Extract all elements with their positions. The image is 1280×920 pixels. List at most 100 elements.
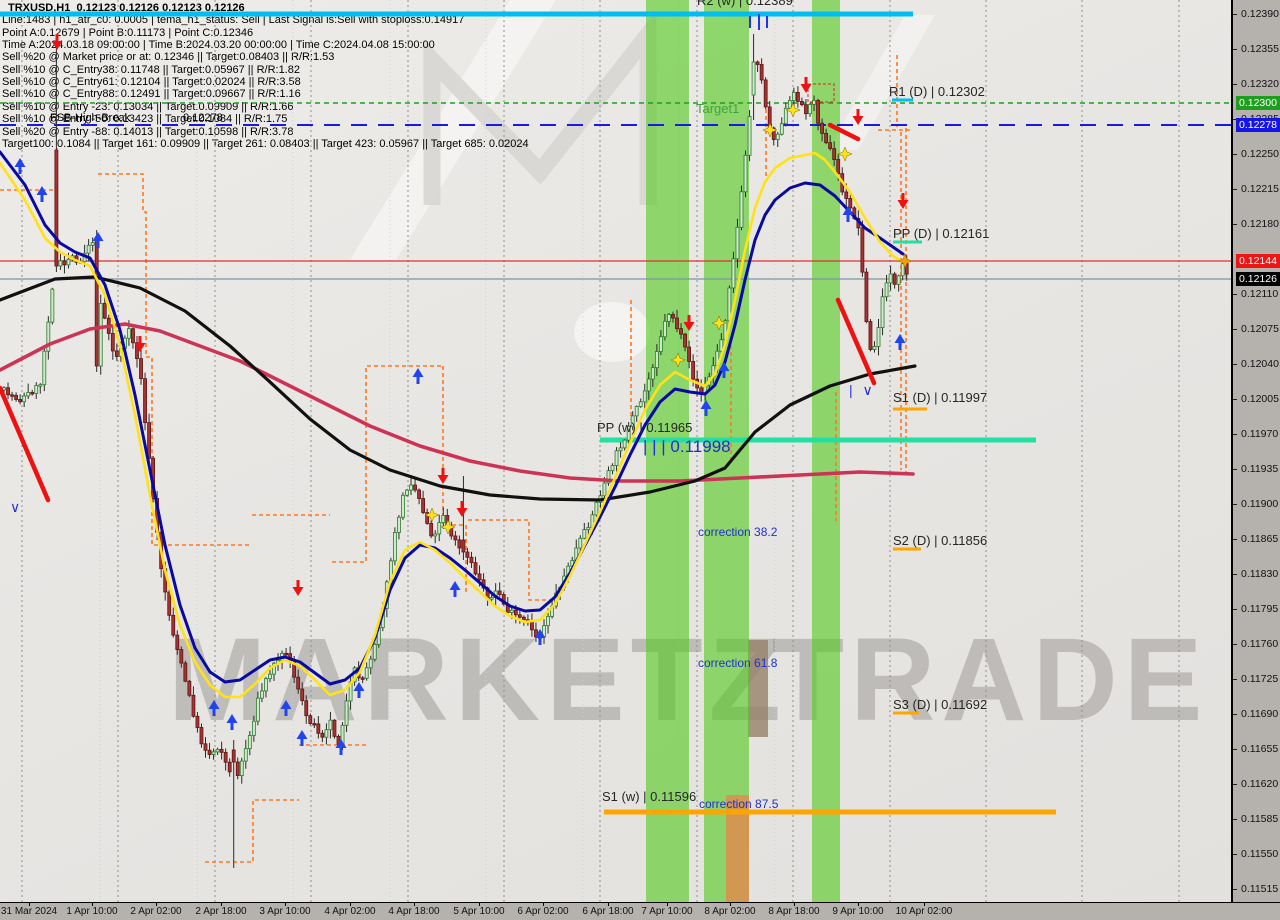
- highlight-bands: [646, 0, 840, 902]
- comment-line-10: Sell %20 @ Entry -88: 0.14013 || Target:…: [2, 125, 294, 138]
- time-axis-label: 8 Apr 18:00: [768, 906, 820, 917]
- price-axis-label: 0.12320: [1241, 78, 1279, 90]
- price-tick: [1233, 329, 1237, 330]
- time-axis[interactable]: 31 Mar 2024 1 Apr 10:00 2 Apr 02:00 2 Apr 1…: [0, 902, 1280, 920]
- price-badge-0.12278: 0.12278: [1236, 118, 1280, 132]
- stop-envelope-dashed: [0, 55, 912, 863]
- comment-line-2: Point A:0.12679 | Point B:0.11173 | Poin…: [2, 26, 254, 39]
- time-tick: [414, 903, 415, 906]
- time-tick: [29, 903, 30, 906]
- price-tick: [1233, 469, 1237, 470]
- price-axis-label: 0.12215: [1241, 183, 1279, 195]
- price-tick: [1233, 84, 1237, 85]
- price-tick: [1233, 189, 1237, 190]
- time-tick: [156, 903, 157, 906]
- time-tick: [608, 903, 609, 906]
- price-tick: [1233, 574, 1237, 575]
- comment-line-3: Time A:2024.03.18 09:00:00 | Time B:2024…: [2, 39, 435, 52]
- price-axis-label: 0.12040: [1241, 358, 1279, 370]
- ma-yellow: [0, 151, 907, 699]
- price-badge-0.12126: 0.12126: [1236, 272, 1280, 286]
- price-tick: [1233, 749, 1237, 750]
- time-tick: [285, 903, 286, 906]
- price-tick: [1233, 714, 1237, 715]
- price-tick: [1233, 784, 1237, 785]
- red-trend-segments: [0, 122, 877, 503]
- price-tick: [1233, 889, 1237, 890]
- price-badge-0.12144: 0.12144: [1236, 254, 1280, 268]
- grid-lines: [21, 0, 1180, 902]
- time-axis-label: 7 Apr 10:00: [641, 906, 693, 917]
- price-tick: [1233, 294, 1237, 295]
- price-axis-label: 0.11725: [1241, 673, 1279, 685]
- time-axis-label: 6 Apr 18:00: [582, 906, 634, 917]
- comment-line-4: Sell %20 @ Market price or at: 0.12346 |…: [2, 51, 335, 64]
- price-tick: [1233, 434, 1237, 435]
- time-tick: [858, 903, 859, 906]
- candlestick-plot[interactable]: [0, 0, 1232, 902]
- time-axis-label: 2 Apr 18:00: [195, 906, 247, 917]
- time-axis-label: 4 Apr 18:00: [388, 906, 440, 917]
- signal-markers: [14, 14, 913, 755]
- price-axis-label: 0.12250: [1241, 148, 1279, 160]
- price-axis-label: 0.11620: [1241, 778, 1279, 790]
- time-tick: [730, 903, 731, 906]
- price-tick: [1233, 399, 1237, 400]
- time-tick: [667, 903, 668, 906]
- time-axis-label: 4 Apr 02:00: [324, 906, 376, 917]
- horizontal-level-lines: [0, 11, 1232, 815]
- price-tick: [1233, 679, 1237, 680]
- time-axis-label: 3 Apr 10:00: [259, 906, 311, 917]
- comment-line-8: Sell %10 @ Entry -23: 0.13034 || Target:…: [2, 100, 294, 113]
- time-tick: [924, 903, 925, 906]
- price-axis-label: 0.11690: [1241, 708, 1279, 720]
- comment-line-5: Sell %10 @ C_Entry38: 0.11748 || Target:…: [2, 63, 300, 76]
- watermark-trade: TRADE: [772, 614, 1209, 746]
- price-tick: [1233, 819, 1237, 820]
- time-tick: [479, 903, 480, 906]
- moving-average-lines: [0, 150, 917, 699]
- tema-navy: [0, 150, 905, 686]
- time-axis-label: 6 Apr 02:00: [517, 906, 569, 917]
- price-axis-label: 0.12355: [1241, 43, 1279, 55]
- price-axis-label: 0.11515: [1241, 883, 1279, 895]
- price-tick: [1233, 364, 1237, 365]
- time-axis-label: 2 Apr 02:00: [130, 906, 182, 917]
- ma-crimson: [0, 322, 915, 483]
- candlestick-series: [2, 34, 909, 868]
- price-tick: [1233, 119, 1237, 120]
- comment-line-11: Target100: 0.1084 || Target 161: 0.09909…: [2, 137, 529, 150]
- price-tick: [1233, 154, 1237, 155]
- price-tick: [1233, 609, 1237, 610]
- chart-area[interactable]: MARKETZ TRADE TRXUSD,H1 0.12123 0.12126 …: [0, 0, 1232, 902]
- time-tick: [794, 903, 795, 906]
- price-axis-label: 0.11900: [1241, 498, 1279, 510]
- red-dashed-box: [807, 83, 835, 103]
- price-axis-label: 0.12110: [1241, 288, 1279, 300]
- time-axis-label: 10 Apr 02:00: [895, 906, 953, 917]
- price-axis-label: 0.11830: [1241, 568, 1279, 580]
- time-axis-label: 31 Mar 2024: [0, 906, 58, 917]
- comment-line-1: Line:1483 | h1_atr_c0: 0.0005 | tema_h1_…: [2, 14, 465, 27]
- time-axis-label: 9 Apr 10:00: [832, 906, 884, 917]
- ma-black: [0, 275, 917, 502]
- time-tick: [92, 903, 93, 906]
- price-axis-label: 0.11585: [1241, 813, 1279, 825]
- time-tick: [350, 903, 351, 906]
- price-tick: [1233, 644, 1237, 645]
- price-badge-0.12300: 0.12300: [1236, 96, 1280, 110]
- price-axis-label: 0.11655: [1241, 743, 1279, 755]
- price-axis[interactable]: 0.123900.123550.123200.122850.122500.122…: [1232, 0, 1280, 902]
- watermark-divider-bar: [748, 640, 768, 737]
- price-tick: [1233, 854, 1237, 855]
- price-axis-label: 0.11865: [1241, 533, 1279, 545]
- price-tick: [1233, 49, 1237, 50]
- time-axis-label: 8 Apr 02:00: [704, 906, 756, 917]
- price-axis-label: 0.12180: [1241, 218, 1279, 230]
- price-tick: [1233, 14, 1237, 15]
- price-tick: [1233, 504, 1237, 505]
- price-axis-label: 0.11550: [1241, 848, 1279, 860]
- price-axis-label: 0.12075: [1241, 323, 1279, 335]
- price-axis-label: 0.11760: [1241, 638, 1279, 650]
